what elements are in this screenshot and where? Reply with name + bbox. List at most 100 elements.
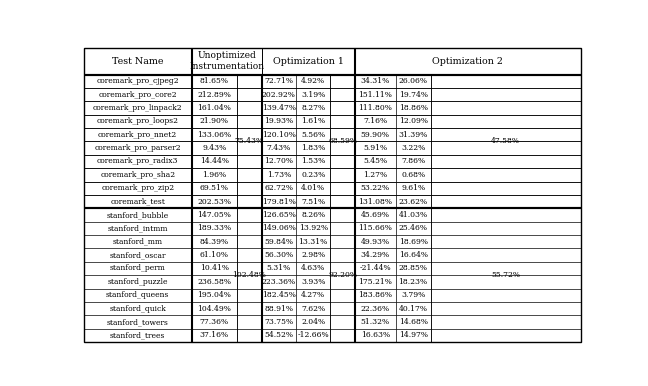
Text: 5.31%: 5.31%	[267, 264, 291, 273]
Text: coremark_pro_core2: coremark_pro_core2	[98, 91, 177, 98]
Text: 56.30%: 56.30%	[264, 251, 294, 259]
Text: 7.51%: 7.51%	[301, 198, 325, 206]
Text: 223.36%: 223.36%	[262, 278, 296, 286]
Text: 202.92%: 202.92%	[262, 91, 296, 98]
Text: stanford_trees: stanford_trees	[110, 331, 165, 339]
Text: 202.53%: 202.53%	[197, 198, 231, 206]
Text: 104.49%: 104.49%	[198, 305, 231, 313]
Text: 8.26%: 8.26%	[301, 211, 325, 219]
Text: 18.69%: 18.69%	[399, 238, 428, 246]
Text: 37.16%: 37.16%	[200, 331, 229, 339]
Text: stanford_oscar: stanford_oscar	[110, 251, 166, 259]
Bar	[355, 48, 581, 74]
Text: 131.08%: 131.08%	[358, 198, 392, 206]
Text: 19.93%: 19.93%	[264, 117, 294, 125]
Text: 5.56%: 5.56%	[301, 131, 325, 139]
Text: coremark_pro_cjpeg2: coremark_pro_cjpeg2	[97, 77, 179, 85]
Text: 68.59%: 68.59%	[328, 137, 357, 146]
Text: 7.43%: 7.43%	[267, 144, 291, 152]
Text: 18.23%: 18.23%	[399, 278, 428, 286]
Text: 53.22%: 53.22%	[361, 184, 390, 192]
Text: 77.36%: 77.36%	[200, 318, 229, 326]
Text: 161.04%: 161.04%	[198, 104, 231, 112]
Text: coremark_pro_sha2: coremark_pro_sha2	[100, 171, 175, 179]
Text: coremark_pro_nnet2: coremark_pro_nnet2	[98, 131, 178, 139]
Text: 88.91%: 88.91%	[264, 305, 294, 313]
Text: 12.09%: 12.09%	[399, 117, 428, 125]
Text: 183.86%: 183.86%	[358, 291, 392, 299]
Text: 31.39%: 31.39%	[399, 131, 428, 139]
Text: 5.91%: 5.91%	[364, 144, 388, 152]
Text: 16.63%: 16.63%	[361, 331, 390, 339]
Text: stanford_quick: stanford_quick	[110, 305, 166, 313]
Text: 3.19%: 3.19%	[301, 91, 325, 98]
Text: 69.51%: 69.51%	[200, 184, 229, 192]
Text: 10.41%: 10.41%	[200, 264, 229, 273]
Text: 2.98%: 2.98%	[301, 251, 325, 259]
Text: 21.90%: 21.90%	[200, 117, 229, 125]
Text: 59.90%: 59.90%	[361, 131, 390, 139]
Text: 54.52%: 54.52%	[264, 331, 294, 339]
Text: 120.10%: 120.10%	[262, 131, 296, 139]
Text: 1.96%: 1.96%	[202, 171, 226, 179]
Text: 4.92%: 4.92%	[301, 77, 325, 85]
Text: 16.64%: 16.64%	[399, 251, 428, 259]
Text: 0.68%: 0.68%	[401, 171, 425, 179]
Text: 14.97%: 14.97%	[399, 331, 428, 339]
Text: 0.23%: 0.23%	[301, 171, 325, 179]
Text: coremark_pro_radix3: coremark_pro_radix3	[97, 157, 178, 166]
Text: 1.53%: 1.53%	[301, 157, 325, 166]
Text: stanford_queens: stanford_queens	[106, 291, 169, 299]
Text: 189.33%: 189.33%	[197, 224, 231, 232]
Text: 75.43%: 75.43%	[235, 137, 264, 146]
Bar	[84, 48, 192, 74]
Text: 18.86%: 18.86%	[399, 104, 428, 112]
Text: 7.86%: 7.86%	[401, 157, 425, 166]
Text: stanford_intmm: stanford_intmm	[108, 224, 168, 232]
Text: -21.44%: -21.44%	[360, 264, 391, 273]
Text: 175.21%: 175.21%	[358, 278, 392, 286]
Text: Unoptimized
Instrumentation: Unoptimized Instrumentation	[189, 51, 264, 71]
Text: stanford_towers: stanford_towers	[107, 318, 168, 326]
Text: 92.20%: 92.20%	[328, 271, 357, 279]
Text: 51.32%: 51.32%	[361, 318, 390, 326]
Text: 1.83%: 1.83%	[301, 144, 325, 152]
Text: 13.92%: 13.92%	[299, 224, 328, 232]
Text: 182.45%: 182.45%	[262, 291, 296, 299]
Text: Optimization 1: Optimization 1	[273, 57, 343, 66]
Text: 236.58%: 236.58%	[197, 278, 231, 286]
Text: 139.47%: 139.47%	[262, 104, 296, 112]
Bar	[262, 48, 355, 74]
Text: 19.74%: 19.74%	[399, 91, 428, 98]
Text: 13.31%: 13.31%	[299, 238, 328, 246]
Text: 4.63%: 4.63%	[301, 264, 325, 273]
Text: stanford_mm: stanford_mm	[113, 238, 163, 246]
Text: 151.11%: 151.11%	[358, 91, 392, 98]
Text: 3.22%: 3.22%	[401, 144, 425, 152]
Text: coremark_pro_loops2: coremark_pro_loops2	[97, 117, 179, 125]
Text: coremark_pro_linpack2: coremark_pro_linpack2	[93, 104, 183, 112]
Text: stanford_bubble: stanford_bubble	[106, 211, 169, 219]
Text: 1.61%: 1.61%	[301, 117, 325, 125]
Text: 28.85%: 28.85%	[399, 264, 428, 273]
Text: -12.66%: -12.66%	[297, 331, 329, 339]
Text: 4.27%: 4.27%	[301, 291, 325, 299]
Text: 111.80%: 111.80%	[358, 104, 392, 112]
Text: 45.69%: 45.69%	[361, 211, 390, 219]
Text: 47.58%: 47.58%	[491, 137, 520, 146]
Text: stanford_perm: stanford_perm	[110, 264, 166, 273]
Text: 22.36%: 22.36%	[361, 305, 390, 313]
Text: 34.31%: 34.31%	[361, 77, 390, 85]
Text: 62.72%: 62.72%	[264, 184, 294, 192]
Text: stanford_puzzle: stanford_puzzle	[108, 278, 168, 286]
Text: 55.72%: 55.72%	[491, 271, 520, 279]
Text: 9.61%: 9.61%	[401, 184, 425, 192]
Text: 115.66%: 115.66%	[358, 224, 392, 232]
Text: 133.06%: 133.06%	[197, 131, 231, 139]
Text: 4.01%: 4.01%	[301, 184, 325, 192]
Text: 84.39%: 84.39%	[200, 238, 229, 246]
Text: 147.05%: 147.05%	[198, 211, 231, 219]
Text: Test Name: Test Name	[112, 57, 163, 66]
Text: coremark_pro_parser2: coremark_pro_parser2	[95, 144, 181, 152]
Text: 14.44%: 14.44%	[200, 157, 229, 166]
